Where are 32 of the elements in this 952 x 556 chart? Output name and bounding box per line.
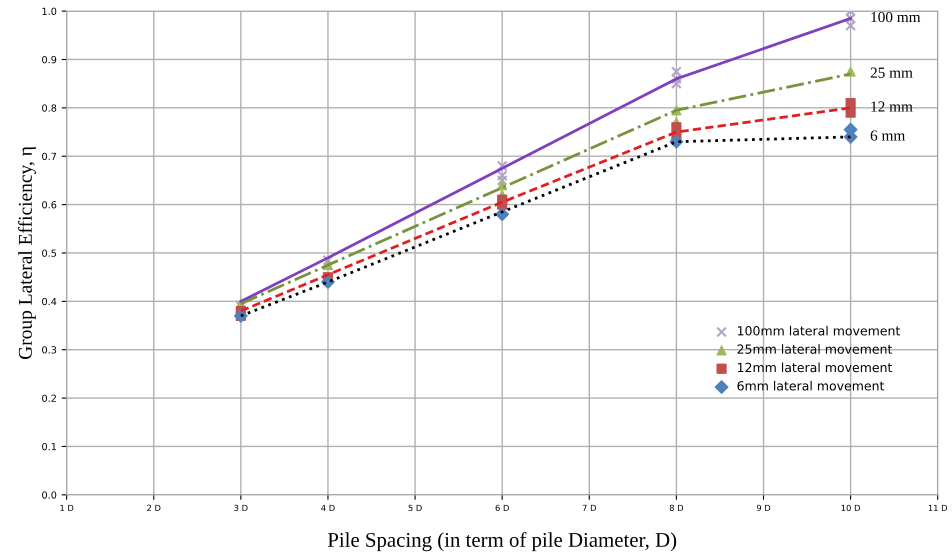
legend-label: 25mm lateral movement: [738, 344, 892, 354]
x-tick-label: 11 D: [928, 504, 948, 511]
y-tick-label: 1.0: [42, 8, 56, 15]
legend-label: 100mm lateral movement: [738, 326, 900, 336]
y-tick-label: 0.6: [42, 201, 56, 208]
legend-label: 12mm lateral movement: [738, 362, 892, 372]
y-axis-title: Group Lateral Efficiency, η: [18, 147, 36, 360]
y-tick-label: 0.7: [42, 152, 56, 160]
annotation: 25 mm: [870, 68, 913, 78]
x-tick-label: 8 D: [670, 504, 684, 512]
x-tick-label: 9 D: [756, 504, 770, 512]
annotation: 12 mm: [871, 101, 913, 112]
x-tick-label: 5 D: [408, 504, 422, 512]
y-tick-label: 0.5: [42, 249, 56, 257]
y-tick-label: 0.0: [42, 491, 56, 499]
y-tick-label: 0.2: [42, 394, 56, 402]
legend-label: 6mm lateral movement: [737, 380, 884, 391]
x-tick-label: 1 D: [60, 504, 74, 511]
annotation: 6 mm: [870, 130, 906, 141]
x-axis-title: Pile Spacing (in term of pile Diameter, D): [328, 532, 676, 552]
y-tick-label: 0.3: [42, 346, 56, 354]
annotation: 100 mm: [871, 12, 920, 22]
x-tick-label: 10 D: [842, 504, 860, 512]
x-tick-label: 3 D: [234, 504, 248, 512]
x-tick-label: 4 D: [321, 504, 335, 511]
y-tick-label: 0.9: [42, 56, 56, 64]
y-tick-label: 0.1: [42, 442, 56, 450]
y-tick-label: 0.4: [42, 298, 56, 306]
x-tick-label: 2 D: [147, 504, 160, 511]
x-tick-label: 7 D: [582, 504, 596, 511]
x-tick-label: 6 D: [496, 504, 509, 512]
y-tick-label: 0.8: [42, 104, 56, 112]
